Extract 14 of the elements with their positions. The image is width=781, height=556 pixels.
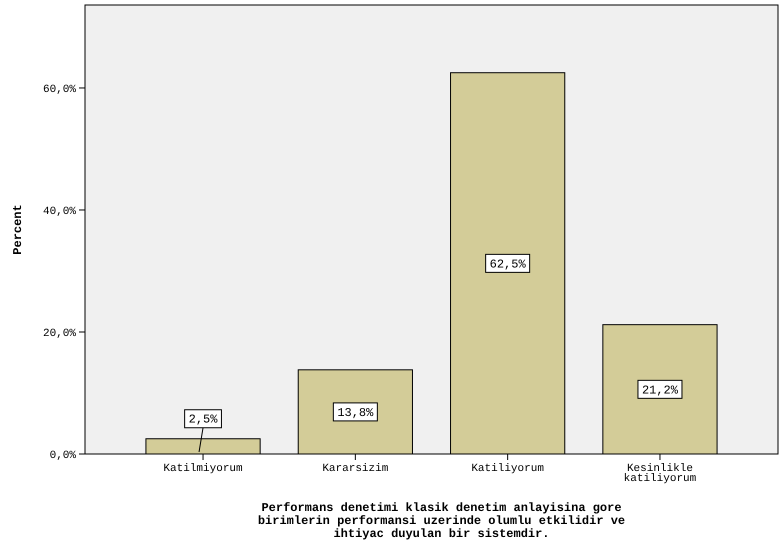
x-tick-label: Kesinlikle katiliyorum: [624, 463, 697, 485]
data-label: 62,5%: [490, 257, 526, 272]
y-tick-label: 60,0%: [42, 84, 76, 96]
data-label: 2,5%: [188, 412, 218, 427]
y-tick-label: 40,0%: [42, 206, 76, 218]
data-label: 13,8%: [337, 406, 374, 420]
y-tick-label: 0,0%: [50, 450, 76, 462]
x-axis-title: Performans denetimi klasik denetim anlayisina gore birimlerin performansi uzerinde olumlu etkilidir ve ihtiyac duyulan bir sistemdir.: [258, 501, 626, 541]
y-axis-title: Percent: [11, 204, 25, 255]
x-tick-label: Katilmiyorum: [163, 463, 244, 475]
x-tick-label: Kararsizim: [322, 463, 389, 475]
x-tick-label: Katiliyorum: [471, 463, 544, 475]
data-label: 21,2%: [642, 383, 679, 398]
y-tick-label: 20,0%: [42, 328, 76, 340]
